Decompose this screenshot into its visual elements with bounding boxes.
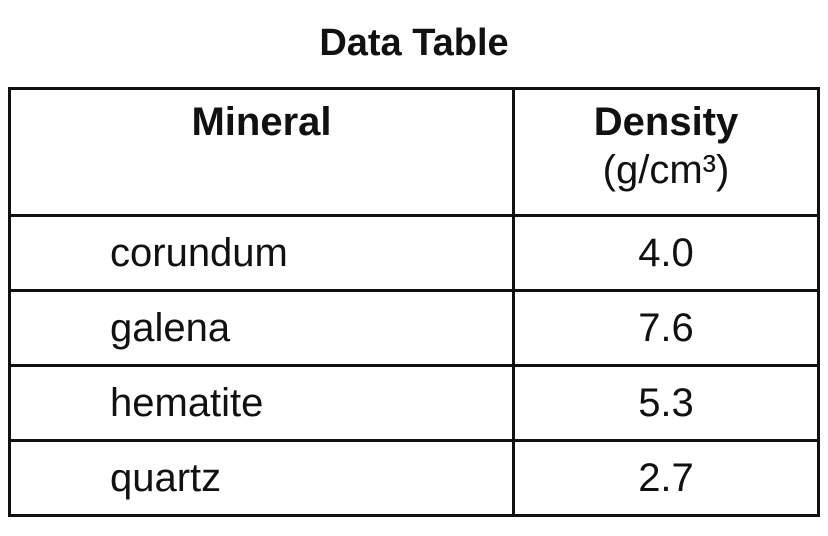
mineral-cell: galena	[8, 289, 515, 367]
mineral-cell: hematite	[8, 364, 515, 442]
header-row: Mineral Density (g/cm³)	[8, 87, 820, 217]
mineral-cell: quartz	[8, 439, 515, 517]
table-title: Data Table	[319, 22, 509, 64]
table-row: quartz 2.7	[8, 439, 820, 517]
header-cell: Density (g/cm³)	[512, 87, 820, 217]
column-unit: (g/cm³)	[602, 148, 730, 192]
header-cell: Mineral	[8, 87, 515, 217]
density-cell: 7.6	[512, 289, 820, 367]
column-label: Mineral	[191, 100, 332, 144]
table-body: corundum 4.0 galena 7.6 hematite 5.3 quartz 2.7	[8, 214, 820, 517]
column-label: Density	[593, 100, 739, 144]
table-head: Mineral Density (g/cm³)	[8, 87, 820, 217]
table-row: hematite 5.3	[8, 364, 820, 442]
density-cell: 2.7	[512, 439, 820, 517]
data-table: Mineral Density (g/cm³) corundum 4.0 galena…	[8, 87, 820, 517]
table-row: galena 7.6	[8, 289, 820, 367]
mineral-cell: corundum	[8, 214, 515, 292]
density-cell: 4.0	[512, 214, 820, 292]
table-row: corundum 4.0	[8, 214, 820, 292]
density-cell: 5.3	[512, 364, 820, 442]
